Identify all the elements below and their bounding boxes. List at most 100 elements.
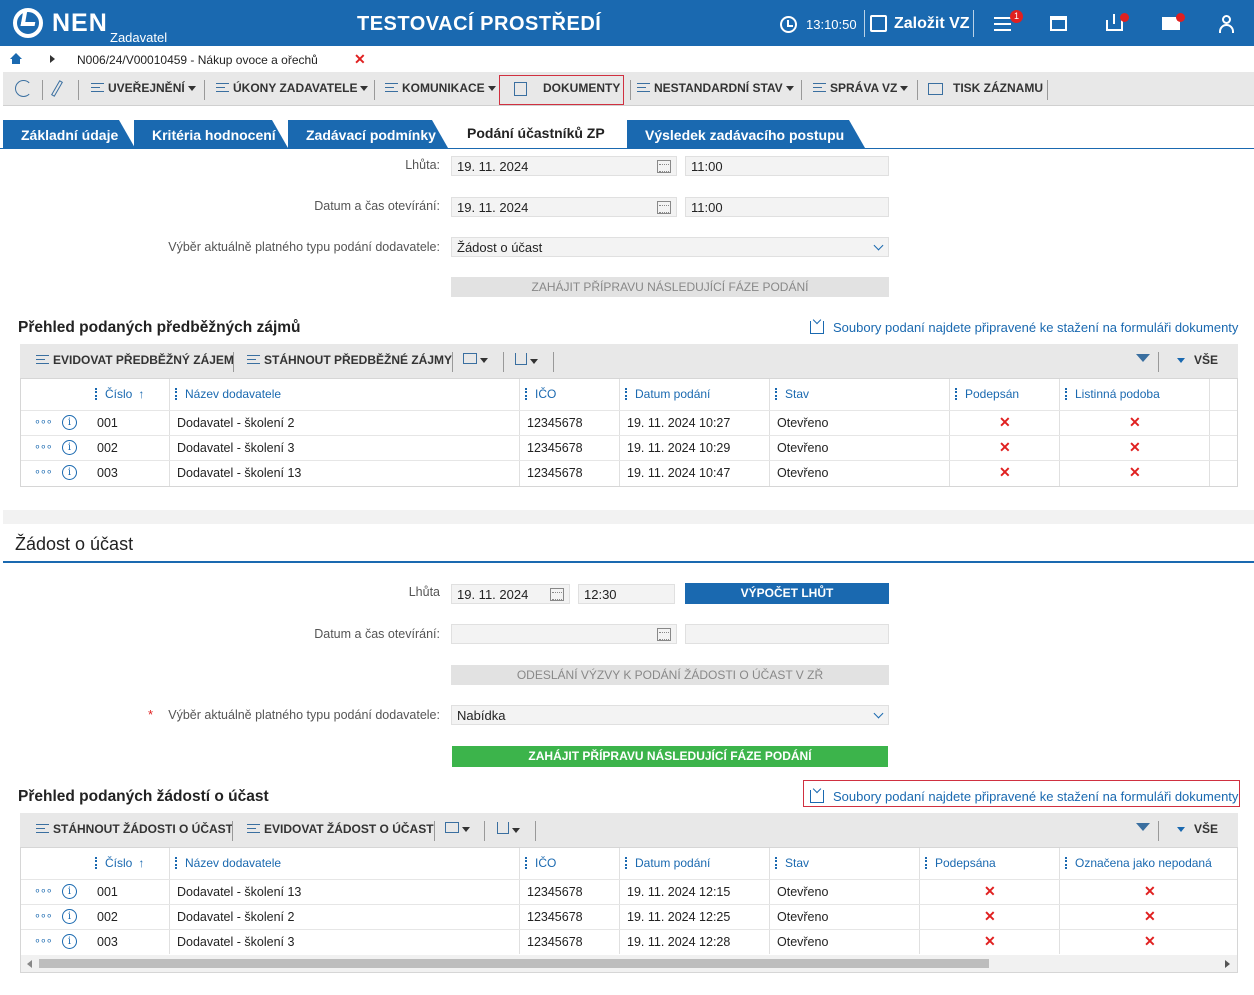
- stahnout-zadosti-button[interactable]: STÁHNOUT ŽÁDOSTI O ÚČAST: [36, 822, 233, 836]
- calc-deadlines-button[interactable]: VÝPOČET LHŮT: [685, 583, 889, 604]
- col-cislo[interactable]: Číslo ↑: [95, 848, 144, 878]
- home-icon[interactable]: [10, 53, 22, 64]
- calendar-icon[interactable]: [657, 628, 671, 641]
- calendar-icon[interactable]: [1050, 14, 1070, 32]
- table-row[interactable]: ∘∘∘ i 001 Dodavatel - školení 13 12345678…: [21, 879, 1237, 904]
- tab-zadavaci-podminky[interactable]: Zadávací podmínky: [288, 120, 448, 148]
- lhuta-time-field[interactable]: 11:00: [685, 156, 889, 176]
- table-row[interactable]: ∘∘∘ i 003 Dodavatel - školení 3 12345678 …: [21, 929, 1237, 954]
- show-all-toggle[interactable]: VŠE: [1174, 822, 1218, 836]
- menu-komunikace[interactable]: KOMUNIKACE: [385, 81, 496, 95]
- grid2-documents-link[interactable]: Soubory podaní najdete připravené ke sta…: [810, 789, 1238, 804]
- next-phase-button[interactable]: ZAHÁJIT PŘÍPRAVU NÁSLEDUJÍCÍ FÁZE PODÁNÍ: [452, 746, 888, 767]
- col-datum[interactable]: Datum podání: [625, 379, 710, 409]
- table-row[interactable]: ∘∘∘ i 003 Dodavatel - školení 13 12345678…: [21, 460, 1237, 485]
- menu-ukony-zadavatele[interactable]: ÚKONY ZADAVATELE: [216, 81, 369, 95]
- scrollbar-thumb[interactable]: [39, 959, 989, 968]
- open-date-field[interactable]: 19. 11. 2024: [451, 197, 677, 217]
- show-all-toggle[interactable]: VŠE: [1174, 353, 1218, 367]
- col-listinna[interactable]: Listinná podoba: [1065, 379, 1160, 409]
- more-icon[interactable]: ∘∘∘: [34, 935, 53, 947]
- printer-icon: [445, 822, 459, 833]
- table-row[interactable]: ∘∘∘ i 002 Dodavatel - školení 3 12345678 …: [21, 435, 1237, 460]
- export-menu-button[interactable]: [497, 822, 520, 837]
- col-stav[interactable]: Stav: [775, 848, 809, 878]
- filter-icon[interactable]: [1136, 823, 1150, 831]
- more-icon[interactable]: ∘∘∘: [34, 910, 53, 922]
- print-menu-button[interactable]: [445, 822, 470, 836]
- breadcrumb-item[interactable]: N006/24/V00010459 - Nákup ovoce a ořechů: [77, 53, 318, 67]
- mail-icon[interactable]: [1162, 14, 1182, 32]
- info-icon[interactable]: i: [62, 884, 77, 899]
- col-cislo[interactable]: Číslo ↑: [95, 379, 144, 409]
- menu-uverejneni[interactable]: UVEŘEJNĚNÍ: [91, 81, 196, 95]
- calendar-icon[interactable]: [657, 201, 671, 214]
- open-time-field[interactable]: 11:00: [685, 197, 889, 217]
- info-icon[interactable]: i: [62, 465, 77, 480]
- col-nazev[interactable]: Název dodavatele: [175, 848, 281, 878]
- info-icon[interactable]: i: [62, 934, 77, 949]
- print-menu-button[interactable]: [463, 353, 488, 367]
- logo-text[interactable]: NEN: [52, 9, 108, 37]
- scroll-left-icon[interactable]: [27, 960, 32, 968]
- edit-icon[interactable]: [870, 15, 887, 32]
- menu-tisk-zaznamu[interactable]: TISK ZÁZNAMU: [953, 81, 1043, 95]
- grid1-documents-link[interactable]: Soubory podaní najdete připravené ke sta…: [810, 320, 1238, 335]
- more-icon[interactable]: ∘∘∘: [34, 466, 53, 478]
- chevron-down-icon[interactable]: [873, 708, 884, 719]
- col-podepsan[interactable]: Podepsán: [955, 379, 1019, 409]
- lhuta-date-field[interactable]: 19. 11. 2024: [451, 156, 677, 176]
- col-nepodana[interactable]: Označena jako nepodaná: [1065, 848, 1212, 878]
- col-podepsana[interactable]: Podepsána: [925, 848, 996, 878]
- horizontal-scrollbar[interactable]: [21, 955, 1237, 972]
- tab-kriteria-hodnoceni[interactable]: Kritéria hodnocení: [134, 120, 288, 148]
- column-label: Podepsána: [935, 856, 996, 870]
- menu-dokumenty[interactable]: DOKUMENTY: [543, 81, 621, 95]
- col-ico[interactable]: IČO: [525, 379, 556, 409]
- export-menu-button[interactable]: [515, 353, 538, 368]
- info-icon[interactable]: i: [62, 440, 77, 455]
- scroll-right-icon[interactable]: [1225, 960, 1230, 968]
- pencil-icon[interactable]: [51, 80, 63, 97]
- menu-sprava-vz[interactable]: SPRÁVA VZ: [813, 81, 909, 95]
- nen-logo-icon[interactable]: [13, 8, 43, 38]
- open2-time-field[interactable]: [685, 624, 889, 644]
- table-row[interactable]: ∘∘∘ i 001 Dodavatel - školení 2 12345678 …: [21, 410, 1237, 435]
- type-select[interactable]: Žádost o účast: [451, 237, 889, 257]
- next-phase-button-disabled[interactable]: ZAHÁJIT PŘÍPRAVU NÁSLEDUJÍCÍ FÁZE PODÁNÍ: [451, 277, 889, 297]
- calendar-icon[interactable]: [550, 588, 564, 601]
- filter-icon[interactable]: [1136, 354, 1150, 362]
- select-value: Nabídka: [457, 708, 506, 723]
- menu-icon[interactable]: [994, 14, 1014, 32]
- info-icon[interactable]: i: [62, 415, 77, 430]
- chevron-down-icon[interactable]: [873, 240, 884, 251]
- tab-vysledek-postupu[interactable]: Výsledek zadávacího postupu: [627, 120, 865, 148]
- more-icon[interactable]: ∘∘∘: [34, 441, 53, 453]
- col-nazev[interactable]: Název dodavatele: [175, 379, 281, 409]
- table-row[interactable]: ∘∘∘ i 002 Dodavatel - školení 2 12345678 …: [21, 904, 1237, 929]
- type2-select[interactable]: Nabídka: [451, 705, 889, 725]
- evidovat-zajem-button[interactable]: EVIDOVAT PŘEDBĚŽNÝ ZÁJEM: [36, 353, 234, 367]
- close-icon[interactable]: ✕: [354, 51, 366, 67]
- evidovat-zadost-button[interactable]: EVIDOVAT ŽÁDOST O ÚČAST: [247, 822, 434, 836]
- false-x-icon: ✕: [984, 908, 996, 924]
- lhuta2-time-field[interactable]: 12:30: [578, 584, 675, 604]
- refresh-icon[interactable]: [15, 80, 32, 97]
- lhuta2-date-field[interactable]: 19. 11. 2024: [451, 584, 570, 604]
- stahnout-zajmy-button[interactable]: STÁHNOUT PŘEDBĚŽNÉ ZÁJMY: [247, 353, 452, 367]
- more-icon[interactable]: ∘∘∘: [34, 885, 53, 897]
- more-icon[interactable]: ∘∘∘: [34, 416, 53, 428]
- open2-date-field[interactable]: [451, 624, 677, 644]
- send-invitation-button-disabled[interactable]: ODESLÁNÍ VÝZVY K PODÁNÍ ŽÁDOSTI O ÚČAST …: [451, 665, 889, 685]
- col-ico[interactable]: IČO: [525, 848, 556, 878]
- tab-podani-ucastniku[interactable]: Podání účastníků ZP: [449, 118, 627, 148]
- user-icon[interactable]: [1219, 14, 1239, 33]
- inbox-download-icon[interactable]: [1105, 14, 1125, 32]
- create-vz-button[interactable]: Založit VZ: [894, 15, 970, 32]
- menu-nestandardni-stav[interactable]: NESTANDARDNÍ STAV: [637, 81, 794, 95]
- info-icon[interactable]: i: [62, 909, 77, 924]
- tab-zakladni-udaje[interactable]: Základní údaje: [3, 120, 135, 148]
- col-stav[interactable]: Stav: [775, 379, 809, 409]
- col-datum[interactable]: Datum podání: [625, 848, 710, 878]
- calendar-icon[interactable]: [657, 160, 671, 173]
